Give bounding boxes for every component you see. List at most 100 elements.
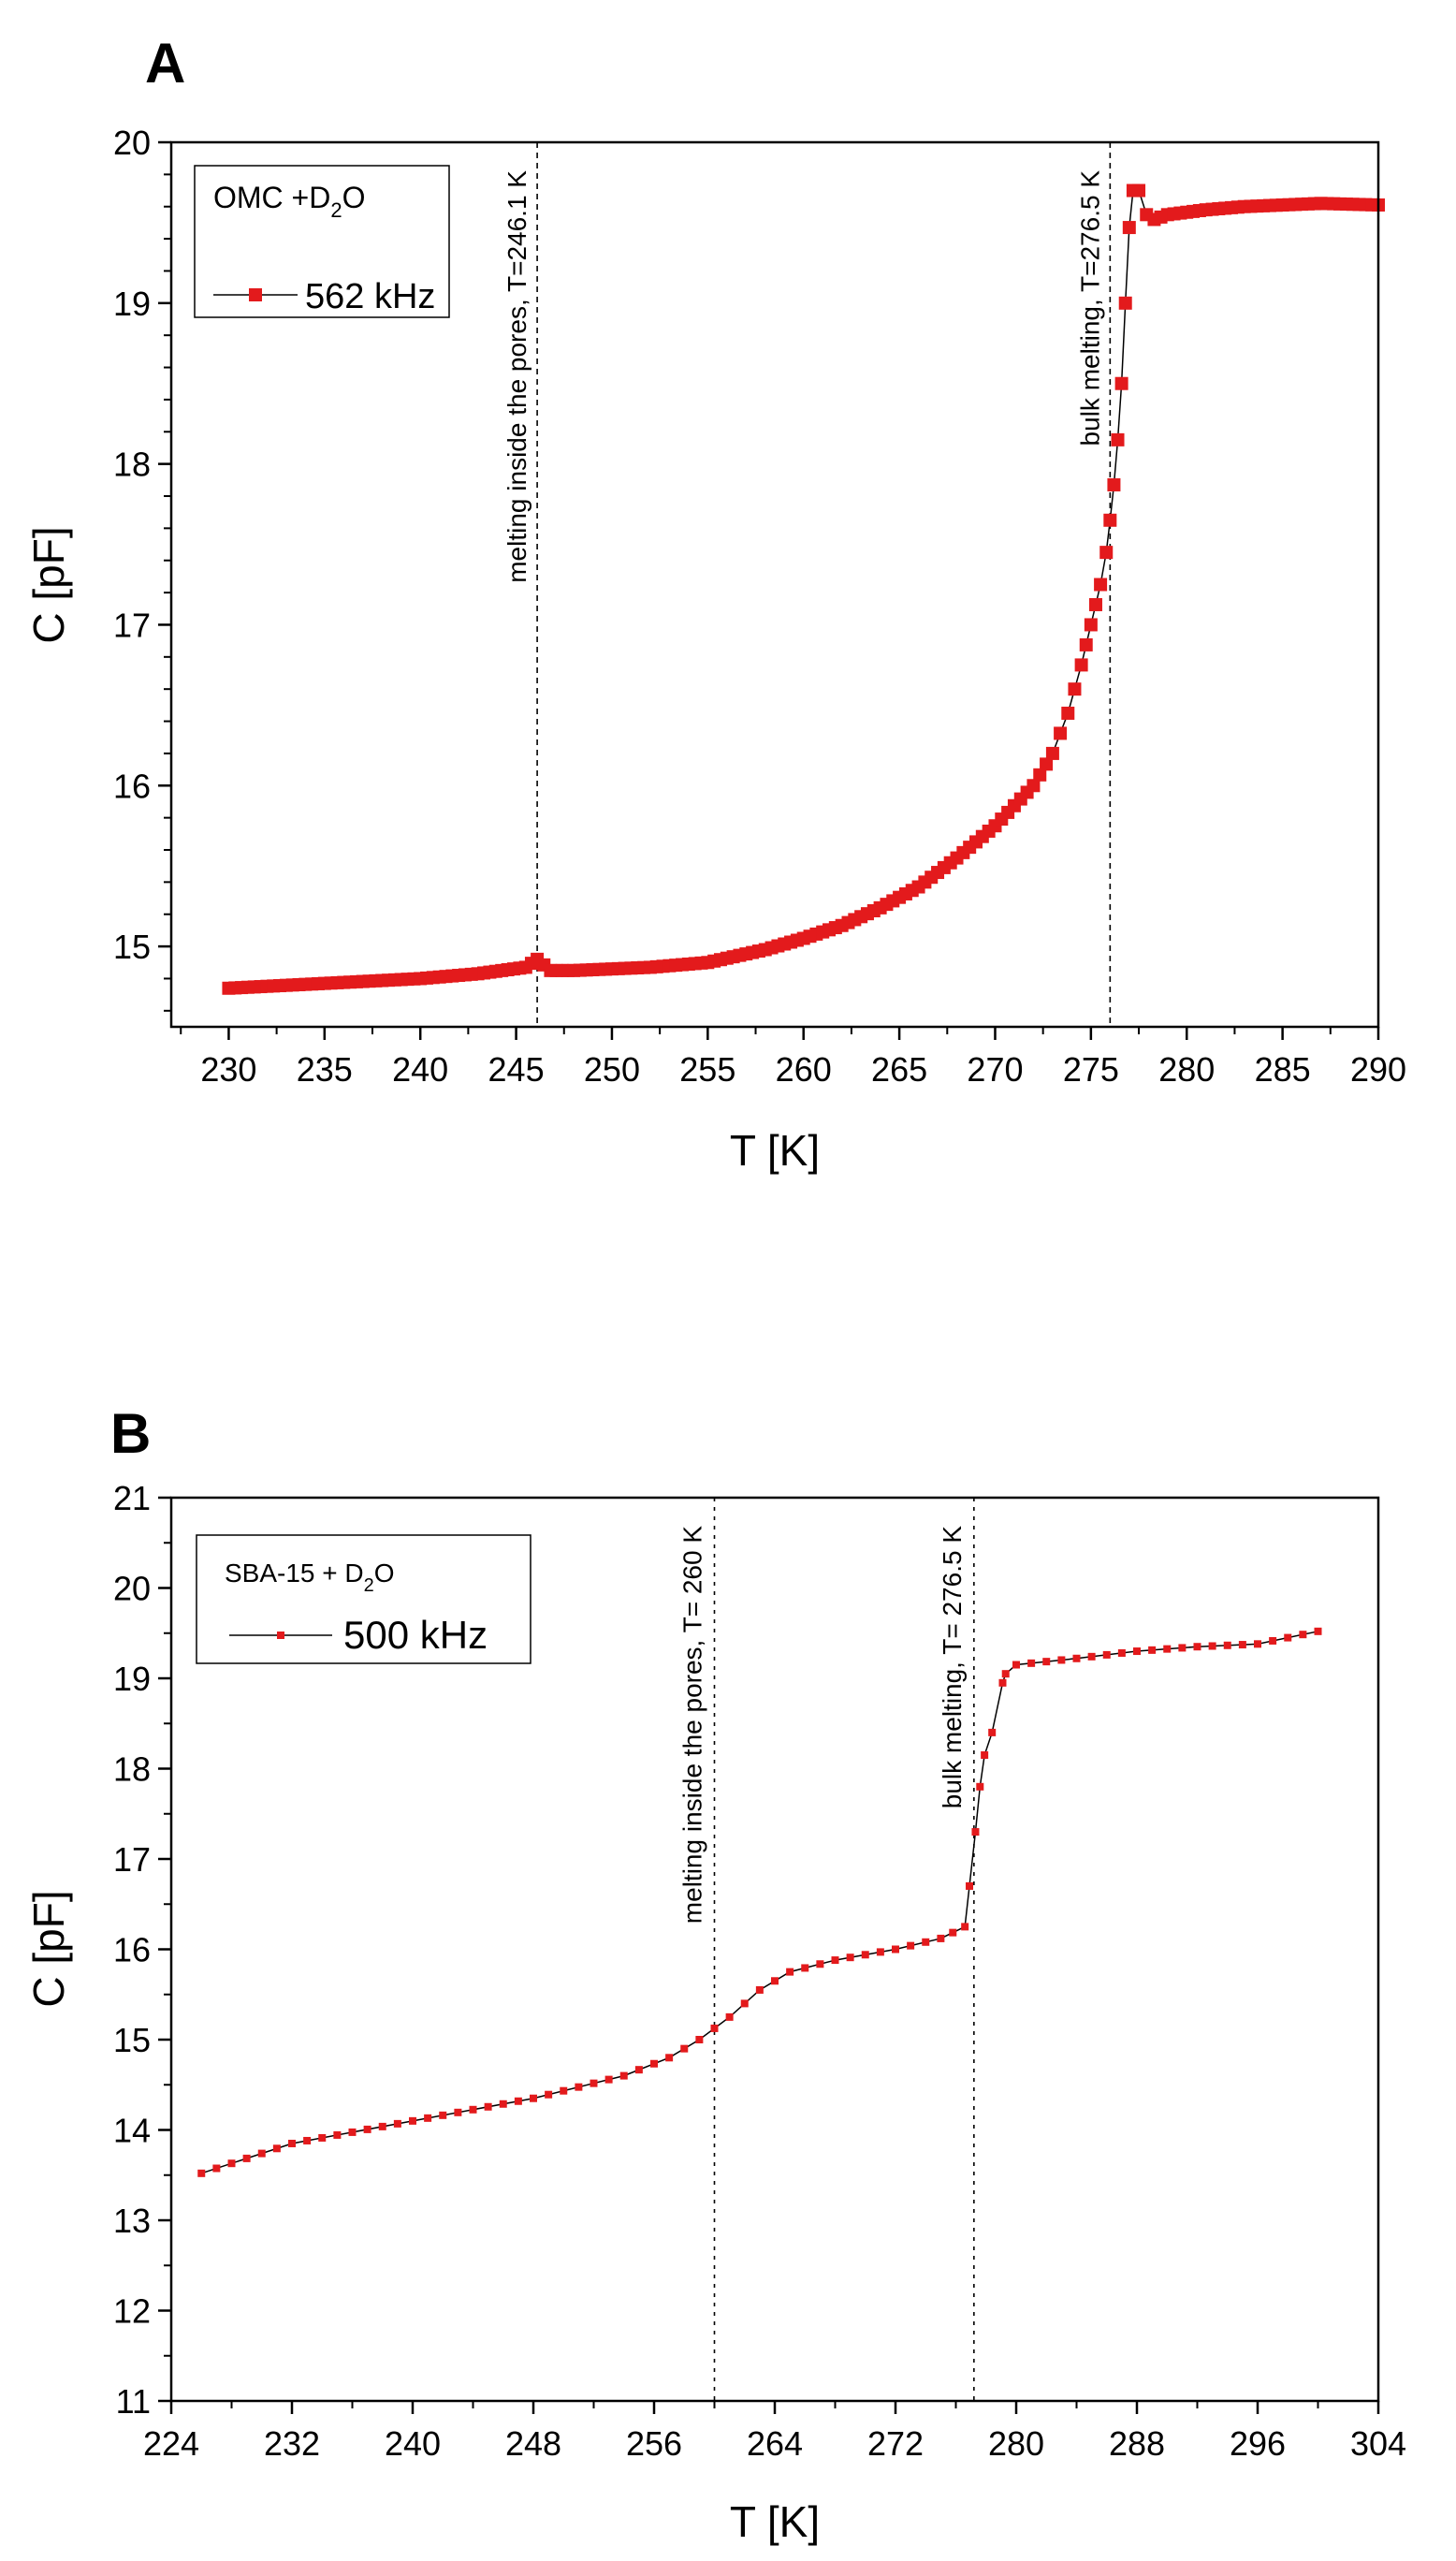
panel-b-data-point <box>937 1934 945 1942</box>
panel-b-data-point <box>604 2075 613 2084</box>
panel-b-y-tick-label: 12 <box>113 2292 151 2331</box>
panel-b-data-point <box>1299 1631 1307 1639</box>
panel-b-data-point <box>514 2097 522 2105</box>
panel-a-y-tick-label: 18 <box>113 446 151 484</box>
panel-b-data-point <box>363 2125 371 2133</box>
panel-b-x-tick-label: 232 <box>264 2424 320 2463</box>
panel-b-data-point <box>695 2036 704 2043</box>
panel-b-data-point <box>650 2059 658 2068</box>
panel-b-data-point <box>816 1960 824 1968</box>
panel-b-data-point <box>922 1938 930 1946</box>
panel-b-data-point <box>949 1928 957 1937</box>
panel-b-data-point <box>257 2149 266 2158</box>
panel-a-data-point <box>1033 768 1047 782</box>
panel-b-series-line <box>201 1631 1318 2174</box>
panel-b-x-tick-label: 296 <box>1230 2424 1286 2463</box>
panel-b-data-point <box>801 1964 809 1972</box>
panel-a-data-point <box>1026 779 1041 793</box>
panel-b-x-tick-label: 288 <box>1109 2424 1165 2463</box>
panel-a-y-tick-label: 16 <box>113 767 151 805</box>
panel-b-data-point <box>988 1728 997 1736</box>
panel-a-data-point <box>1040 757 1054 771</box>
panel-b-data-point <box>861 1951 869 1959</box>
panel-b-data-point <box>348 2128 357 2136</box>
panel-b-data-point <box>227 2159 236 2168</box>
panel-b-data-point <box>961 1923 969 1931</box>
panel-a: A melting inside the pores, T=246.1 K bul… <box>24 32 1406 1175</box>
panel-b-data-point <box>1163 1645 1172 1653</box>
panel-a-x-tick-label: 270 <box>967 1050 1023 1089</box>
panel-b-x-tick-label: 264 <box>747 2424 803 2463</box>
panel-b-x-tick-label: 248 <box>505 2424 561 2463</box>
panel-a-x-tick-label: 260 <box>776 1050 832 1089</box>
panel-b-data-point <box>333 2130 342 2139</box>
panel-a-data-point <box>1107 477 1121 491</box>
panel-b-data-point <box>1269 1636 1277 1645</box>
panel-b-data-point <box>1117 1648 1126 1657</box>
panel-a-data-point <box>1132 183 1146 198</box>
panel-b-data-point <box>892 1945 899 1954</box>
panel-a-x-tick-label: 250 <box>584 1050 640 1089</box>
panel-b-data-point <box>907 1941 915 1950</box>
panel-b-data-point <box>876 1948 884 1956</box>
panel-a-y-tick-label: 20 <box>113 124 151 162</box>
panel-b-x-tick-label: 280 <box>988 2424 1044 2463</box>
panel-a-data-point <box>1088 597 1102 611</box>
panel-b-y-tick-label: 13 <box>113 2202 151 2240</box>
panel-a-data-point <box>1099 546 1114 560</box>
panel-b-data-point <box>1027 1659 1036 1667</box>
panel-b-x-axis-label: T [K] <box>730 2497 820 2546</box>
panel-b-data-point <box>499 2100 507 2108</box>
panel-b-data-point <box>634 2066 643 2074</box>
panel-b-y-tick-label: 15 <box>113 2021 151 2059</box>
panel-a-x-tick-label: 280 <box>1158 1050 1215 1089</box>
panel-b-y-tick-label: 21 <box>113 1479 151 1517</box>
panel-a-data-point <box>1045 746 1059 760</box>
panel-a-y-tick-label: 17 <box>113 606 151 644</box>
panel-b-data-point <box>665 2054 674 2062</box>
panel-a-legend-title: OMC +D2O <box>213 181 365 222</box>
panel-b-y-tick-label: 20 <box>113 1570 151 1608</box>
panel-b-legend: SBA-15 + D2O 500 kHz <box>196 1534 531 1664</box>
panel-b-data-point <box>998 1678 1007 1687</box>
panel-a-y-axis-label: C [pF] <box>24 526 73 643</box>
panel-b-data-point <box>318 2133 327 2142</box>
panel-b-data-point <box>378 2122 386 2130</box>
panel-b-annotation-label: melting inside the pores, T= 260 K <box>678 1526 707 1924</box>
panel-b-data-point <box>1178 1644 1187 1652</box>
panel-b-data-point <box>469 2105 477 2114</box>
panel-b-y-tick-label: 11 <box>116 2382 151 2421</box>
panel-b-data-point <box>560 2086 568 2095</box>
panel-b-data-point <box>1001 1670 1010 1678</box>
panel-a-x-axis-label: T [K] <box>730 1126 820 1175</box>
panel-a-annotation-label: melting inside the pores, T=246.1 K <box>502 170 531 583</box>
panel-b-data-point <box>1012 1661 1020 1669</box>
panel-b-data-point <box>272 2144 281 2153</box>
panel-b-data-point <box>1102 1650 1111 1659</box>
panel-a-x-tick-label: 230 <box>200 1050 256 1089</box>
panel-a-x-tick-label: 275 <box>1063 1050 1119 1089</box>
panel-a-legend: OMC +D2O 562 kHz <box>194 165 450 318</box>
panel-b-data-point <box>755 1985 764 1994</box>
panel-a-x-tick-label: 245 <box>488 1050 545 1089</box>
panel-b: B melting inside the pores, T= 260 K bulk… <box>24 1402 1406 2546</box>
panel-b-data-point <box>831 1956 839 1965</box>
panel-a-letter: A <box>145 32 185 95</box>
panel-b-legend-box <box>196 1534 531 1664</box>
panel-b-data-point <box>710 2024 719 2032</box>
panel-a-data-point <box>1114 376 1128 390</box>
panel-a-data-point <box>1094 578 1108 592</box>
panel-b-legend-marker <box>277 1632 284 1639</box>
panel-a-legend-box <box>194 165 450 318</box>
panel-a-y-tick-label: 15 <box>113 928 151 966</box>
panel-b-data-point <box>393 2119 401 2128</box>
panel-b-data-point <box>424 2114 432 2122</box>
panel-a-data-point <box>1079 637 1093 651</box>
panel-b-data-point <box>619 2071 628 2080</box>
panel-a-data-point <box>1122 221 1136 235</box>
panel-b-data-point <box>966 1881 974 1890</box>
panel-b-data-point <box>971 1828 980 1837</box>
panel-a-x-tick-label: 240 <box>392 1050 448 1089</box>
panel-b-data-point <box>439 2111 447 2119</box>
panel-a-data-point <box>1074 658 1088 672</box>
